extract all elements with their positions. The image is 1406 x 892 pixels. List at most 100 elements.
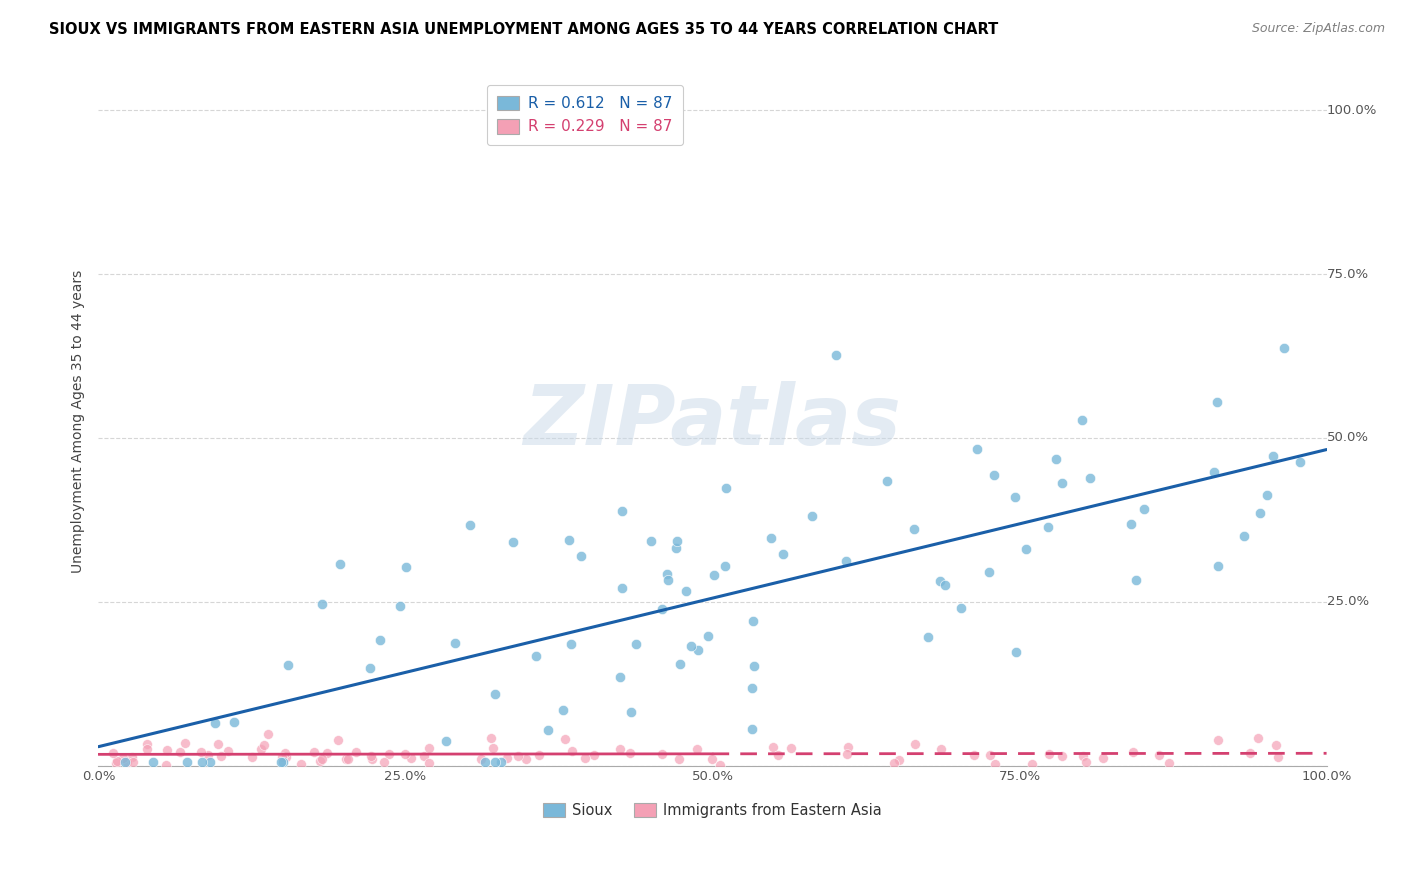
Point <box>571 549 593 563</box>
Point <box>966 442 988 457</box>
Point <box>368 633 391 648</box>
Point <box>479 731 502 745</box>
Point <box>759 531 782 545</box>
Point <box>222 714 245 729</box>
Point <box>666 533 689 548</box>
Point <box>311 597 333 611</box>
Point <box>240 749 263 764</box>
Point <box>1202 465 1225 479</box>
Point <box>496 751 519 765</box>
Text: 75.0%: 75.0% <box>1327 268 1368 281</box>
Point <box>209 748 232 763</box>
Point <box>686 643 709 657</box>
Point <box>361 752 384 766</box>
Point <box>626 637 648 651</box>
Point <box>977 565 1000 579</box>
Point <box>714 481 737 495</box>
Point <box>742 614 765 628</box>
Point <box>651 747 673 761</box>
Point <box>197 748 219 763</box>
Point <box>537 723 560 738</box>
Point <box>703 567 725 582</box>
Point <box>114 756 136 770</box>
Point <box>470 752 492 766</box>
Point <box>142 756 165 770</box>
Point <box>302 745 325 759</box>
Point <box>1004 491 1026 505</box>
Point <box>668 751 690 765</box>
Point <box>434 734 457 748</box>
Point <box>619 746 641 760</box>
Point <box>378 747 401 761</box>
Point <box>191 756 214 770</box>
Point <box>657 566 679 581</box>
Point <box>664 541 686 555</box>
Point <box>1133 502 1156 516</box>
Point <box>328 733 350 747</box>
Point <box>412 749 434 764</box>
Y-axis label: Unemployment Among Ages 35 to 44 years: Unemployment Among Ages 35 to 44 years <box>72 270 86 573</box>
Point <box>271 749 294 764</box>
Point <box>837 739 859 754</box>
Point <box>252 738 274 752</box>
Point <box>825 348 848 362</box>
Point <box>418 756 440 770</box>
Point <box>612 504 634 518</box>
Point <box>1021 756 1043 771</box>
Point <box>270 756 292 770</box>
Point <box>316 747 339 761</box>
Point <box>949 600 972 615</box>
Point <box>482 740 505 755</box>
Point <box>709 757 731 772</box>
Point <box>394 747 416 761</box>
Text: Source: ZipAtlas.com: Source: ZipAtlas.com <box>1251 22 1385 36</box>
Point <box>105 754 128 768</box>
Point <box>418 741 440 756</box>
Point <box>741 681 763 696</box>
Point <box>344 745 367 759</box>
Point <box>1265 738 1288 752</box>
Point <box>508 748 530 763</box>
Point <box>983 467 1005 482</box>
Point <box>360 749 382 764</box>
Point <box>1256 488 1278 502</box>
Point <box>217 743 239 757</box>
Point <box>311 752 333 766</box>
Point <box>1267 750 1289 764</box>
Text: 50.0%: 50.0% <box>1327 432 1368 444</box>
Point <box>934 578 956 592</box>
Point <box>1206 558 1229 573</box>
Point <box>917 631 939 645</box>
Point <box>741 722 763 736</box>
Point <box>609 742 631 756</box>
Point <box>554 732 576 747</box>
Point <box>1015 542 1038 557</box>
Point <box>883 756 905 770</box>
Point <box>169 745 191 759</box>
Point <box>156 743 179 757</box>
Point <box>1208 733 1230 747</box>
Point <box>1122 745 1144 759</box>
Point <box>582 747 605 762</box>
Point <box>1125 573 1147 587</box>
Point <box>835 554 858 568</box>
Point <box>526 649 548 664</box>
Point <box>561 744 583 758</box>
Point <box>779 741 801 756</box>
Point <box>713 558 735 573</box>
Point <box>681 639 703 653</box>
Point <box>105 756 128 771</box>
Point <box>489 756 512 770</box>
Point <box>612 581 634 595</box>
Point <box>111 750 134 764</box>
Point <box>122 755 145 769</box>
Point <box>401 751 423 765</box>
Point <box>389 599 412 613</box>
Point <box>290 756 312 771</box>
Point <box>1249 506 1271 520</box>
Point <box>772 548 794 562</box>
Point <box>249 742 271 756</box>
Point <box>1074 755 1097 769</box>
Point <box>1045 452 1067 467</box>
Point <box>558 533 581 548</box>
